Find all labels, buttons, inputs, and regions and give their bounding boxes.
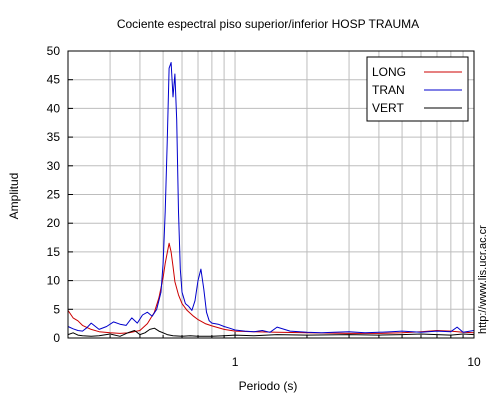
x-tick-label: 1 [232,355,239,369]
y-tick-label: 5 [53,302,60,316]
y-tick-label: 30 [47,159,61,173]
y-tick-label: 50 [47,44,61,58]
y-tick-label: 15 [47,245,61,259]
series-line-tran [67,62,475,334]
legend: LONG TRAN VERT [366,56,469,122]
axis-ticks: 0 5 10 15 20 25 30 35 40 45 50 1 10 [47,44,481,369]
chart-title: Cociente espectral piso superior/inferio… [117,17,419,31]
source-url-text: http://www.lis.ucr.ac.cr [477,225,489,334]
series-layer [67,62,475,337]
y-tick-label: 20 [47,216,61,230]
legend-label-tran: TRAN [372,83,405,97]
x-tick-label: 10 [467,355,481,369]
grid [67,50,475,339]
y-tick-label: 10 [47,274,61,288]
series-line-long [67,242,475,334]
y-tick-label: 0 [53,331,60,345]
y-tick-label: 40 [47,101,61,115]
legend-box [366,56,469,122]
series-line-vert [67,327,475,337]
y-tick-label: 45 [47,73,61,87]
y-axis-label: Amplitud [7,173,21,220]
y-tick-label: 35 [47,130,61,144]
x-axis-label: Periodo (s) [239,379,298,393]
y-tick-label: 25 [47,188,61,202]
legend-label-vert: VERT [372,101,404,115]
legend-label-long: LONG [372,65,406,79]
